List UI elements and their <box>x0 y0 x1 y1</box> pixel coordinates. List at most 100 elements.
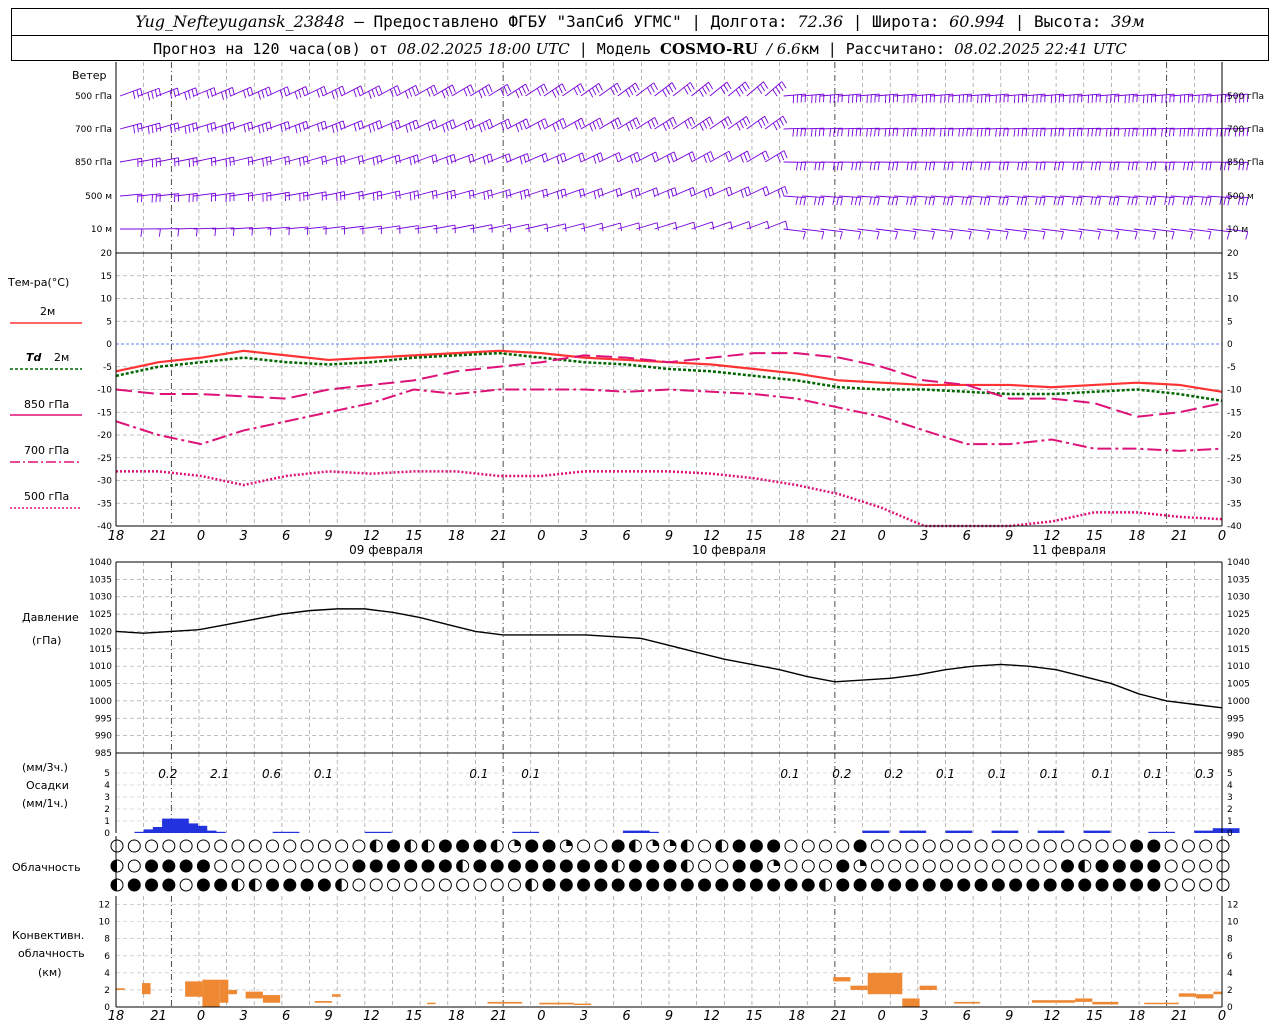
cloud-circle <box>1095 859 1109 873</box>
wind-barb-feather <box>1112 197 1116 206</box>
precip-3h-label: 0.1 <box>988 767 1007 781</box>
wind-barb-feather <box>866 128 868 137</box>
wind-barb-shaft <box>1170 195 1193 198</box>
wind-barb-feather <box>521 86 527 94</box>
wind-barb-feather <box>1142 128 1145 137</box>
wind-barb-shaft <box>635 117 656 130</box>
temp-ytick-right: -20 <box>1227 431 1242 441</box>
x-tick-conv: 18 <box>448 1009 465 1024</box>
wind-barb-shaft <box>857 228 880 233</box>
wind-barb-shaft <box>433 119 454 130</box>
conv-bar <box>116 988 125 990</box>
wind-barb-shaft <box>230 192 253 197</box>
wind-barb-feather <box>1079 231 1083 240</box>
temp-ytick-left: 5 <box>106 317 112 327</box>
cloud-circle <box>1078 839 1092 853</box>
wind-barb-feather <box>980 162 983 171</box>
wind-barb-feather <box>692 151 696 160</box>
wind-barb-feather <box>689 188 693 197</box>
wind-barb-shaft <box>359 85 380 97</box>
wind-barb-feather <box>430 86 434 95</box>
wind-barb-feather <box>710 151 714 160</box>
wind-barb-feather <box>210 123 213 132</box>
wind-barb-feather <box>583 223 586 232</box>
wind-barb-feather <box>580 83 585 91</box>
wind-barb-feather <box>777 189 781 198</box>
wind-barb-feather <box>478 90 483 99</box>
wind-barb-feather <box>1131 197 1134 206</box>
press-ytick-right: 1040 <box>1227 558 1250 568</box>
x-tick-temp: 18 <box>108 529 125 544</box>
cloud-circle <box>127 859 141 873</box>
cloud-circle <box>957 839 971 853</box>
wind-barb-feather <box>1146 128 1149 137</box>
wind-barb-feather <box>537 122 542 131</box>
wind-barb-feather <box>159 123 162 132</box>
press-ytick-left: 1005 <box>89 680 112 690</box>
wind-barb-feather <box>578 154 582 163</box>
wind-barb-feather <box>573 87 578 96</box>
wind-barb-feather <box>1201 196 1204 205</box>
wind-barb-feather <box>615 189 619 198</box>
wind-barb-shaft <box>912 228 935 233</box>
wind-barb-feather <box>947 162 950 171</box>
wind-barb-feather <box>708 82 714 90</box>
cloud-circle <box>1147 859 1161 873</box>
cloud-circle <box>196 839 210 853</box>
temp-series-4 <box>116 470 1223 528</box>
temp-ytick-right: -15 <box>1227 408 1242 418</box>
cloud-circle <box>749 839 763 853</box>
precip-bar <box>1194 830 1222 833</box>
wind-barb-feather <box>266 157 268 166</box>
wind-barb-feather <box>1072 196 1075 205</box>
wind-barb-feather <box>888 162 891 171</box>
wind-barb-shaft <box>267 86 288 97</box>
wind-barb-shaft <box>820 195 843 198</box>
cloud-circle <box>888 859 902 873</box>
wind-barb-feather <box>984 162 987 171</box>
wind-barb-shaft <box>764 81 783 97</box>
wind-barb-feather <box>876 231 880 240</box>
wind-barb-feather <box>859 128 862 137</box>
wind-barb-feather <box>699 123 704 131</box>
wind-barb-feather <box>763 81 769 89</box>
temp-ytick-right: -5 <box>1227 363 1236 373</box>
wind-barb-feather <box>368 124 372 133</box>
wind-barb-shaft <box>175 122 197 130</box>
wind-barb-feather <box>635 82 640 91</box>
cloud-circle <box>784 859 798 873</box>
wind-barb-shaft <box>783 127 806 130</box>
lat-label: Широта: <box>872 12 940 31</box>
wind-barb-shaft <box>285 86 306 97</box>
wind-barb-feather <box>1039 128 1042 137</box>
wind-barb-feather <box>739 120 744 129</box>
wind-barb-feather <box>1128 128 1130 137</box>
cloud-circle <box>940 878 953 892</box>
wind-barb-shaft <box>857 195 880 198</box>
cloud-circle <box>231 859 245 873</box>
x-tick-temp: 9 <box>665 529 673 544</box>
wind-barb-feather <box>545 153 549 162</box>
wind-barb-shaft <box>801 93 824 97</box>
wind-barb-feather <box>482 122 486 131</box>
wind-barb-feather <box>591 87 597 96</box>
wind-barb-shaft <box>709 186 731 197</box>
wind-barb-shaft <box>1207 93 1230 97</box>
wind-barb-feather <box>468 191 471 200</box>
wind-barb-shaft <box>304 85 325 97</box>
x-tick-conv: 21 <box>831 1009 848 1024</box>
wind-barb-feather <box>589 123 593 132</box>
conv-bar <box>332 994 341 997</box>
wind-barb-feather <box>1002 162 1005 171</box>
wind-barb-feather <box>1072 128 1075 137</box>
precip-ytick-left: 2 <box>104 805 110 815</box>
wind-barb-feather <box>361 155 364 164</box>
wind-barb-feather <box>1057 197 1061 206</box>
conv-bar <box>850 985 868 990</box>
cloud-circle <box>317 839 331 853</box>
conv-bar <box>867 972 903 995</box>
cloud-circle <box>577 859 591 873</box>
wind-barb-shaft <box>156 157 179 163</box>
cloud-circle <box>127 878 141 892</box>
wind-barb-shaft <box>175 227 198 230</box>
